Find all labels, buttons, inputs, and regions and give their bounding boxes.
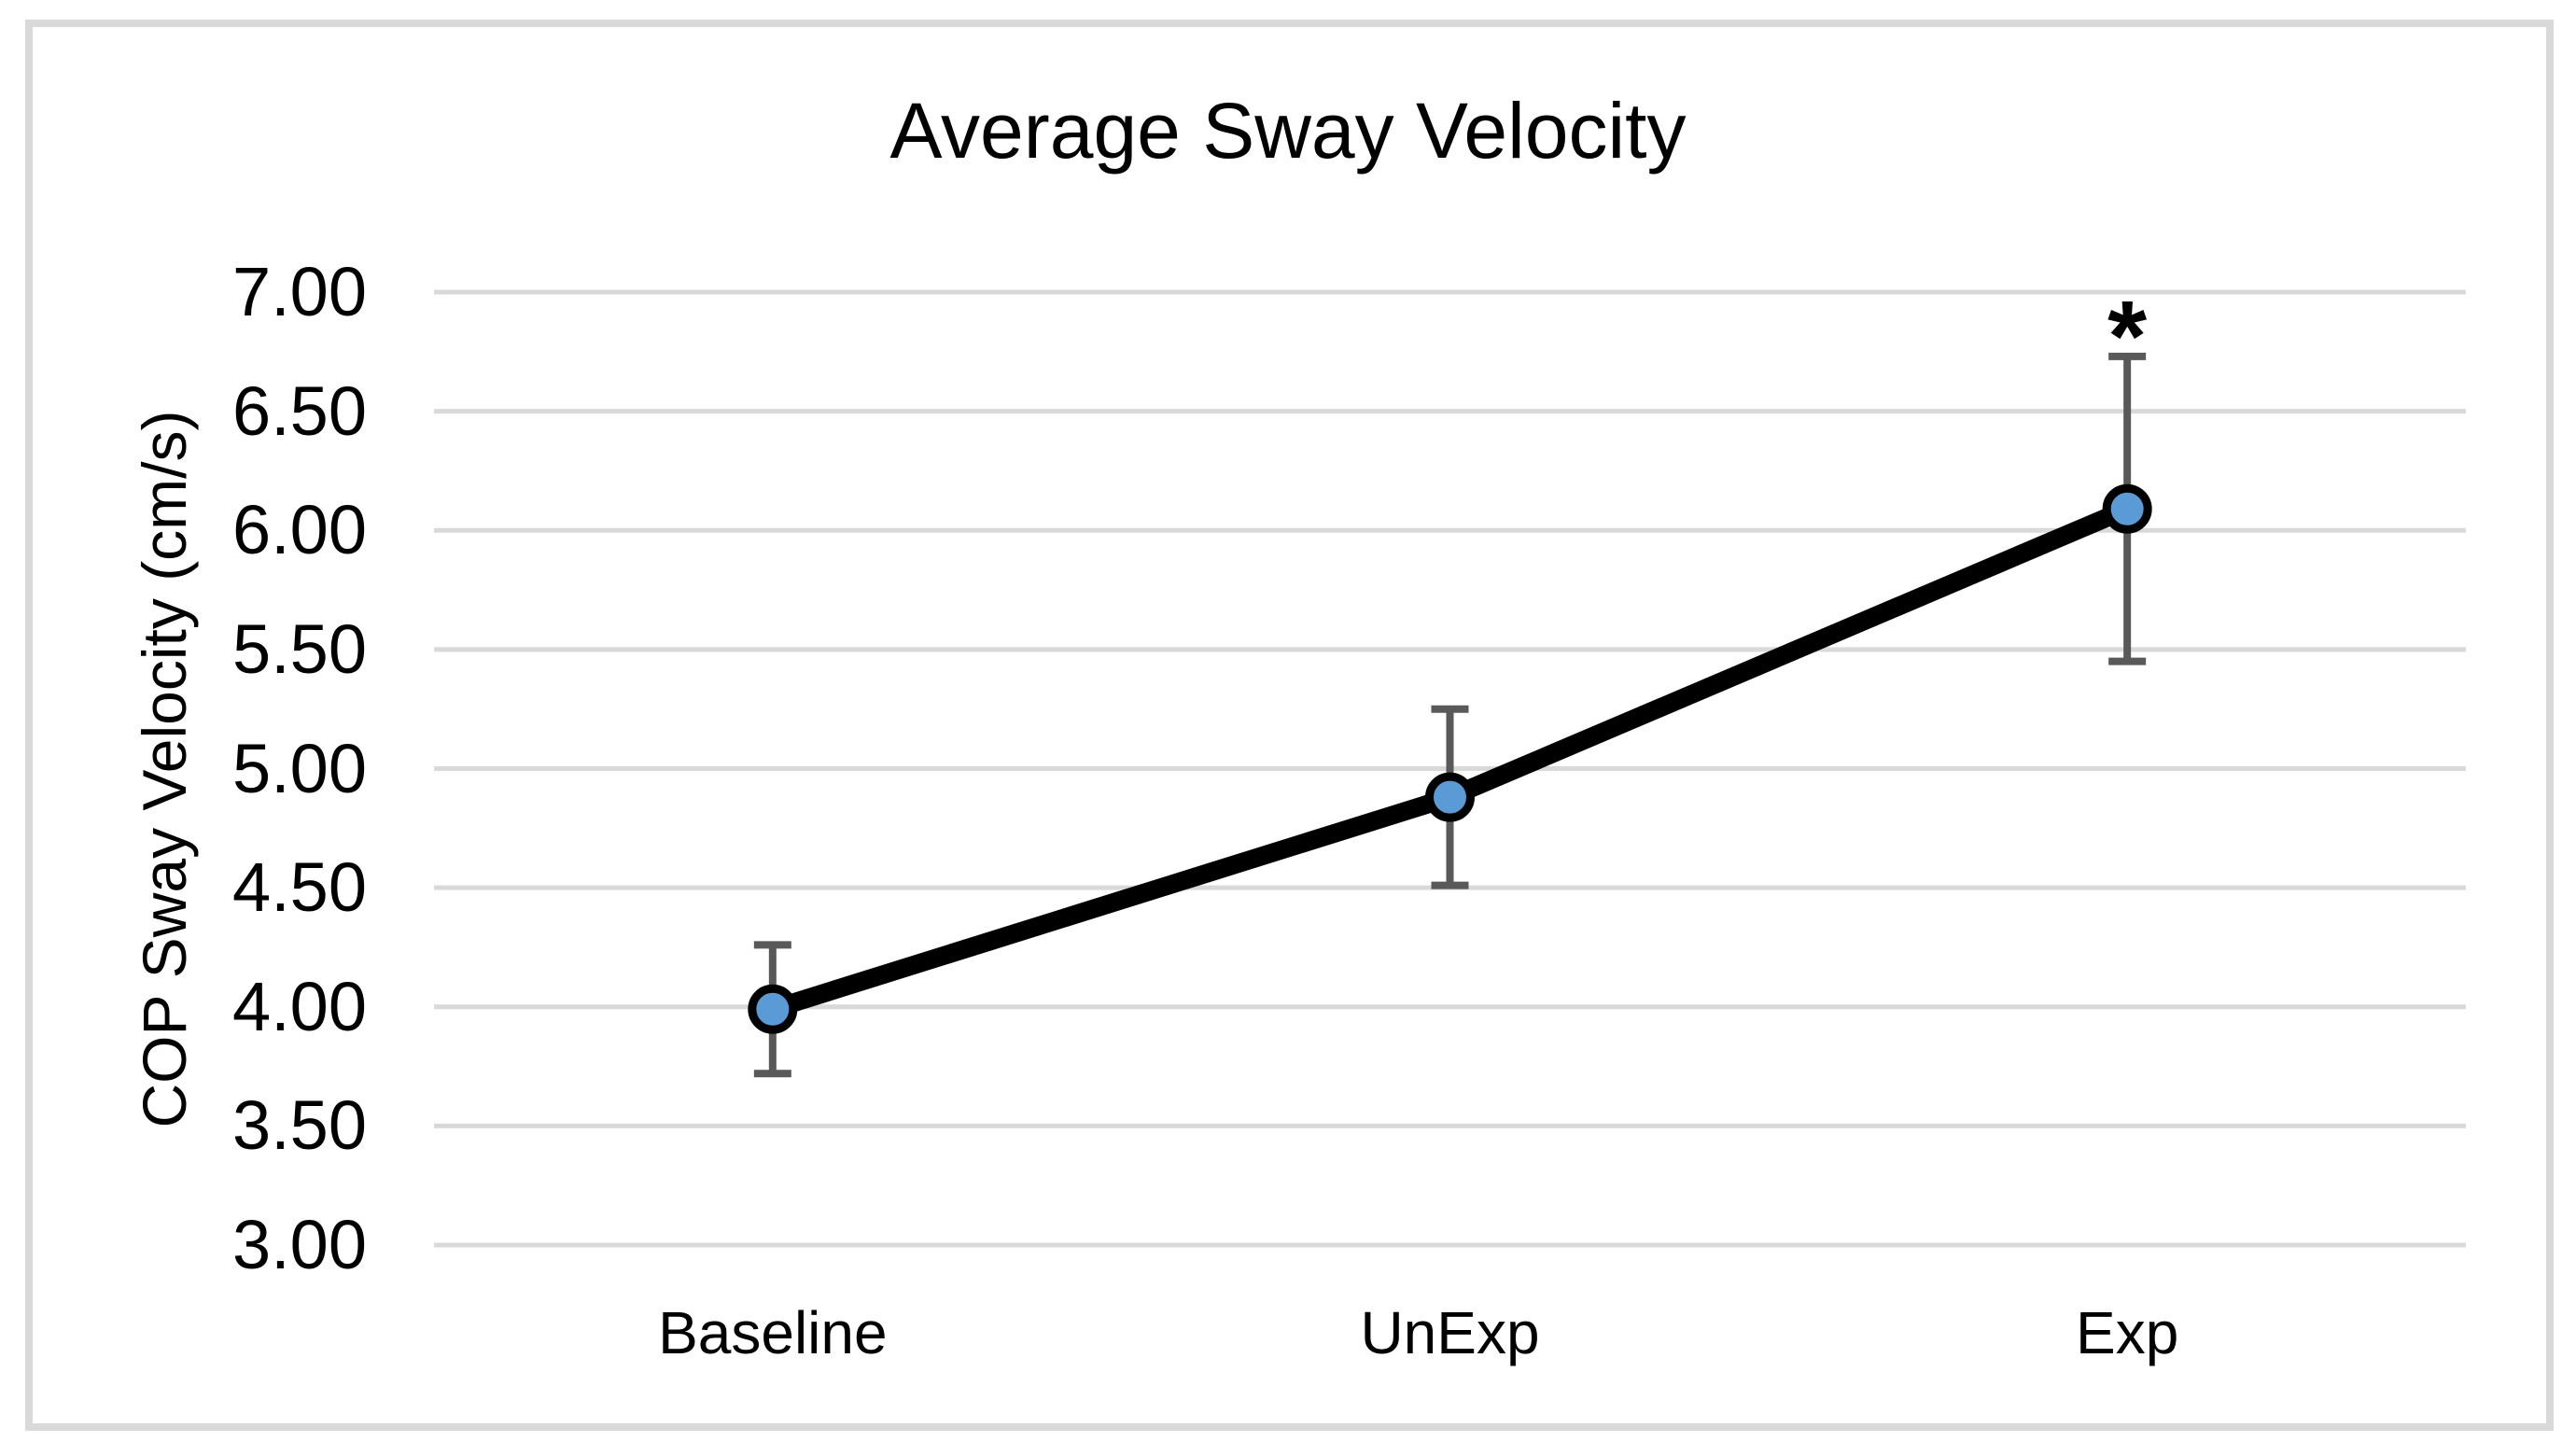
y-tick-label: 3.50 <box>231 1086 367 1165</box>
y-tick-label: 5.50 <box>231 609 367 688</box>
data-point-marker-exp <box>2102 483 2152 534</box>
chart-outer-border <box>25 20 2554 1431</box>
x-category-label: Baseline <box>658 1299 888 1366</box>
y-tick-label: 4.50 <box>231 848 367 927</box>
x-category-label: Exp <box>2076 1299 2179 1366</box>
y-tick-label: 6.00 <box>231 491 367 569</box>
y-tick-label: 7.00 <box>231 253 367 330</box>
y-tick-label: 4.00 <box>231 967 367 1045</box>
data-point-marker-baseline <box>748 984 798 1034</box>
y-tick-label: 6.50 <box>231 371 367 450</box>
chart-title: Average Sway Velocity <box>889 87 1687 175</box>
data-point-marker-unexp <box>1425 772 1475 822</box>
significance-asterisk: * <box>2107 279 2147 392</box>
y-tick-label: 5.00 <box>231 729 367 807</box>
x-category-label: UnExp <box>1360 1299 1540 1366</box>
y-tick-label: 3.00 <box>231 1206 367 1283</box>
